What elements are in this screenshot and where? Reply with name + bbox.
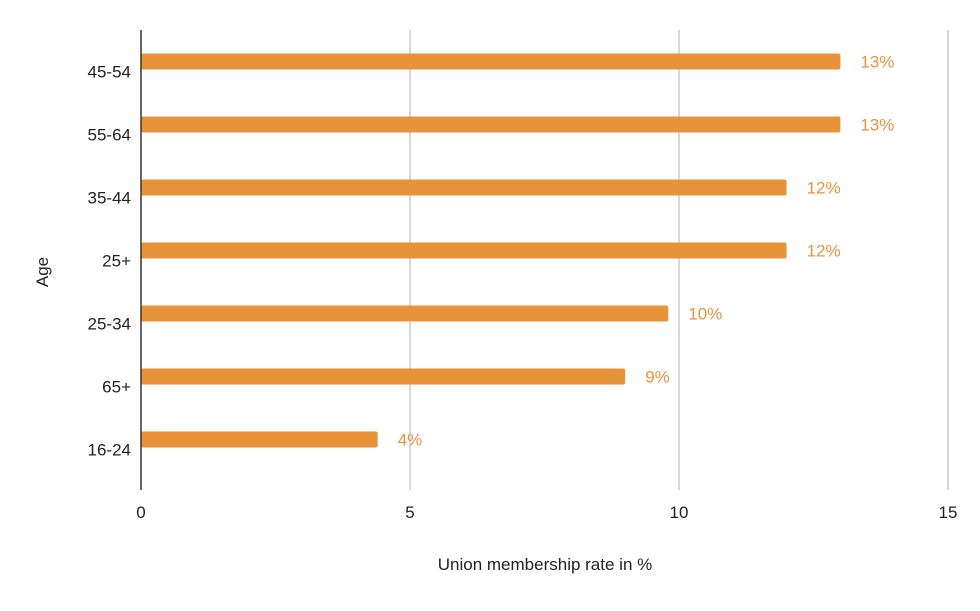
gridlines [409, 30, 949, 490]
y-tick-label: 35-44 [88, 189, 131, 208]
data-label: 12% [807, 242, 841, 261]
x-tick-label: 10 [670, 503, 689, 522]
y-tick-labels: 45-54 55-64 35-44 25+ 25-34 65+ 16-24 [88, 63, 132, 460]
bar [141, 179, 787, 196]
x-tick-label: 5 [405, 503, 414, 522]
y-tick-label: 25-34 [88, 315, 131, 334]
data-label: 9% [645, 368, 670, 387]
bar [141, 305, 669, 322]
y-tick-label: 45-54 [88, 63, 131, 82]
bar [141, 368, 626, 385]
bar [141, 242, 787, 259]
data-label: 13% [860, 53, 894, 72]
bar [141, 431, 378, 448]
y-tick-label: 65+ [102, 378, 131, 397]
data-label: 12% [807, 179, 841, 198]
data-label: 13% [860, 116, 894, 135]
x-tick-label: 0 [136, 503, 145, 522]
bar [141, 116, 841, 133]
x-axis-label: Union membership rate in % [438, 555, 652, 574]
data-label: 10% [688, 305, 722, 324]
x-tick-label: 15 [939, 503, 958, 522]
data-labels: 13% 13% 12% 12% 10% 9% 4% [398, 53, 895, 450]
x-tick-labels: 0 5 10 15 [136, 503, 957, 522]
y-tick-label: 55-64 [88, 126, 131, 145]
y-axis-label: Age [33, 257, 52, 287]
y-tick-label: 16-24 [88, 441, 131, 460]
bar [141, 53, 841, 70]
data-label: 4% [398, 431, 423, 450]
y-tick-label: 25+ [102, 252, 131, 271]
bars [141, 53, 841, 448]
